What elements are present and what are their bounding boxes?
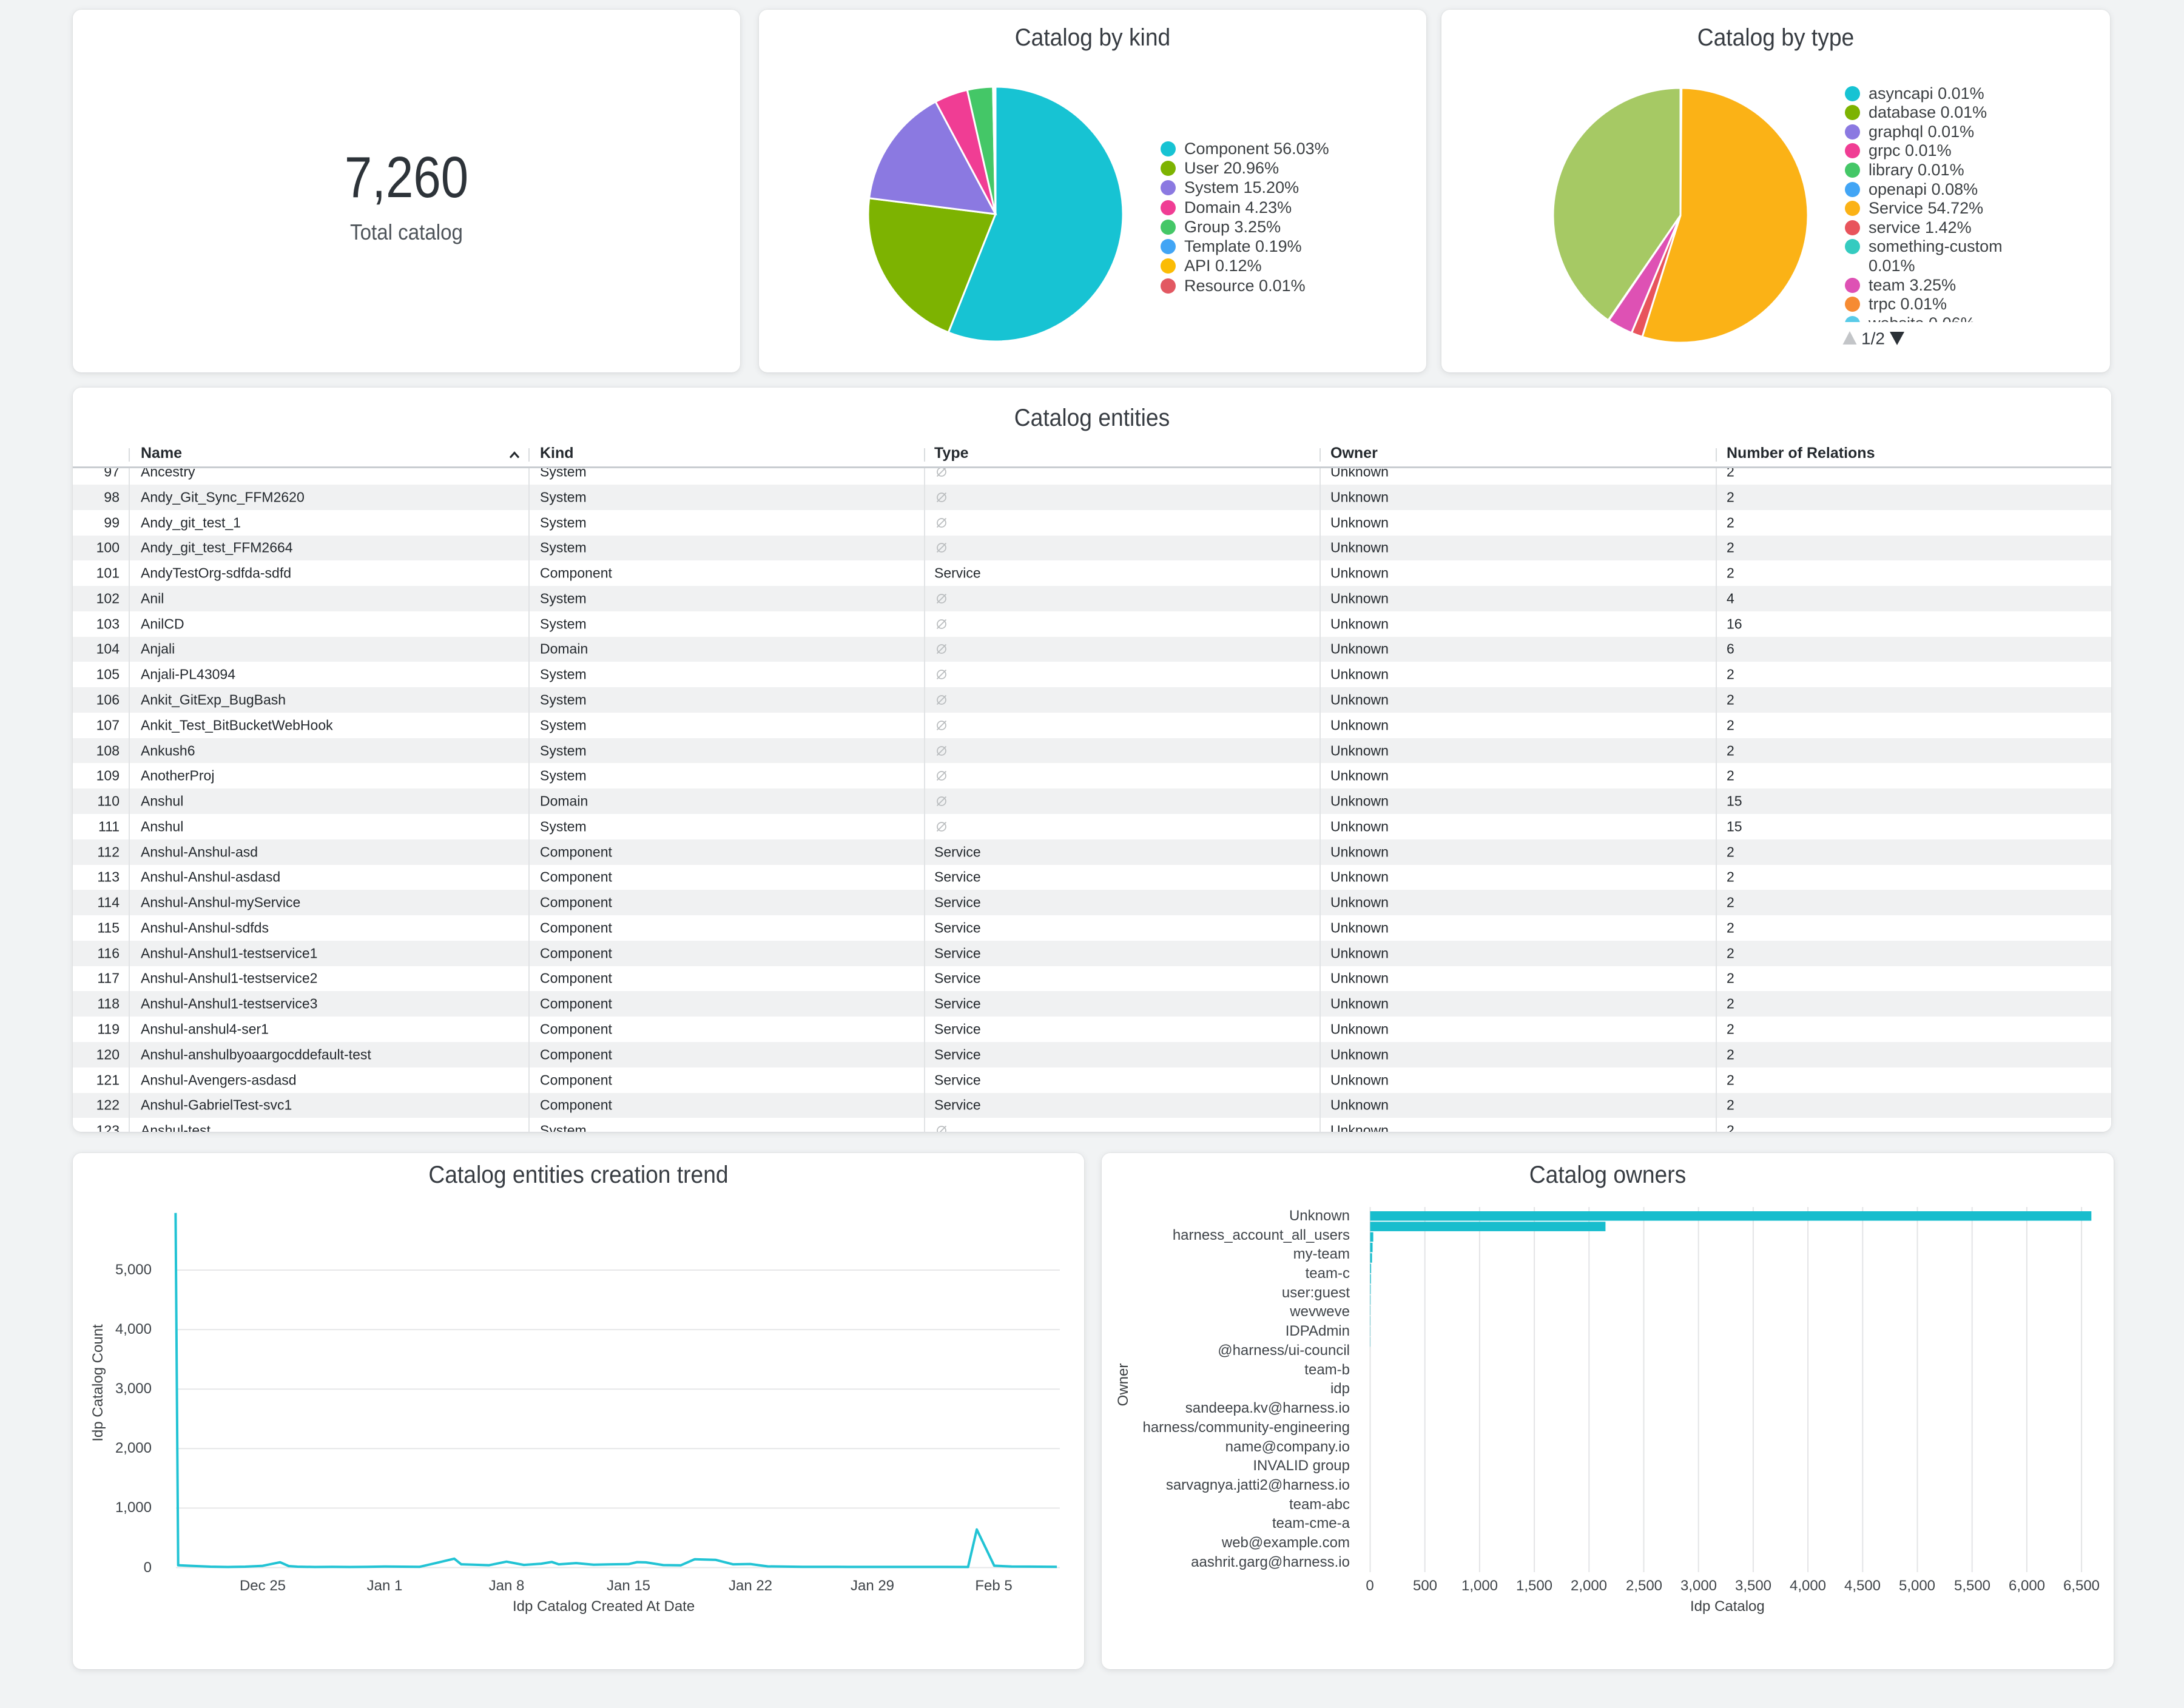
svg-text:1/2: 1/2: [1861, 331, 1885, 346]
